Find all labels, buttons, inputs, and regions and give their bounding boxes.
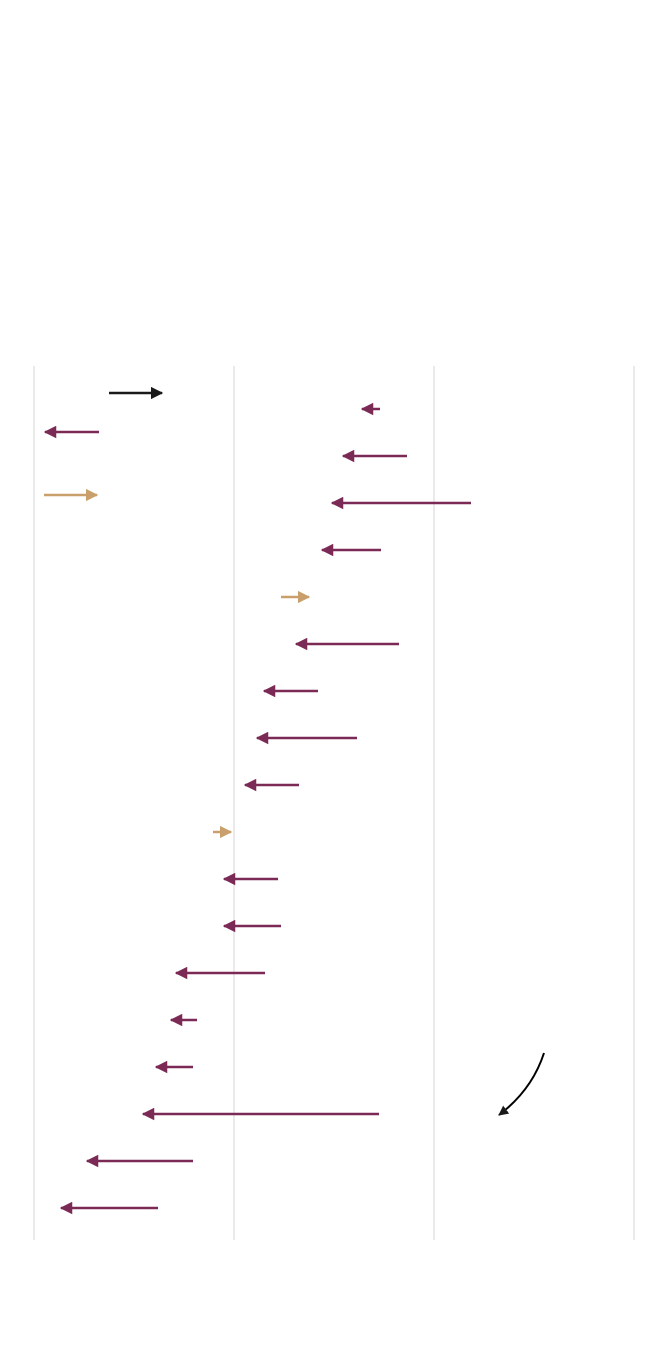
grid [33, 366, 635, 1240]
arrows [59, 402, 471, 1215]
legend [43, 386, 164, 502]
annotation-arrow [498, 1052, 545, 1116]
